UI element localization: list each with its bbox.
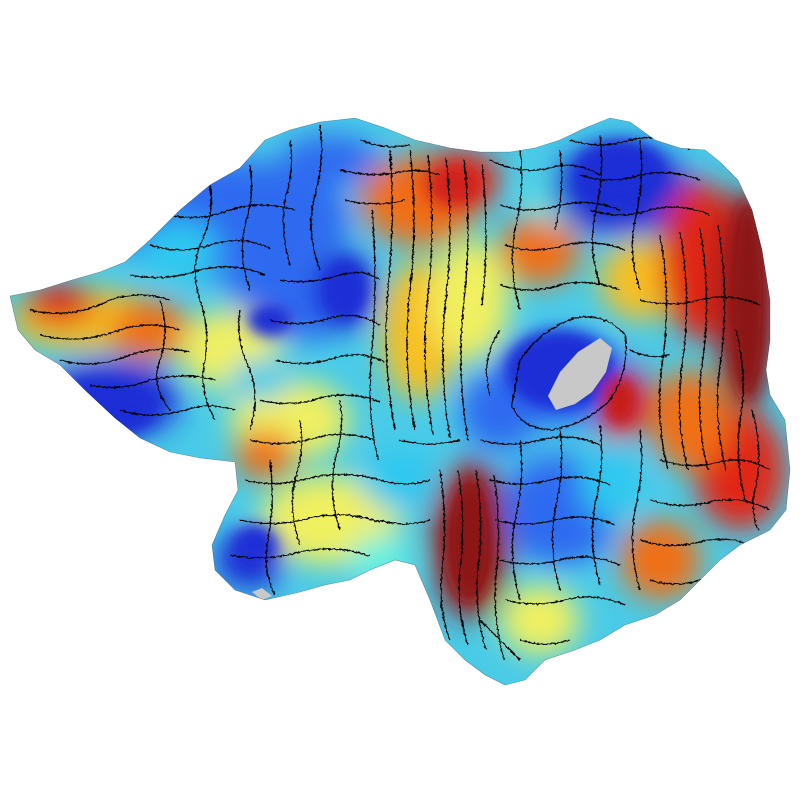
- medial-wall-patch: [548, 338, 612, 410]
- medial-wall-patch: [252, 588, 272, 600]
- parcel-boundaries: [29, 124, 771, 661]
